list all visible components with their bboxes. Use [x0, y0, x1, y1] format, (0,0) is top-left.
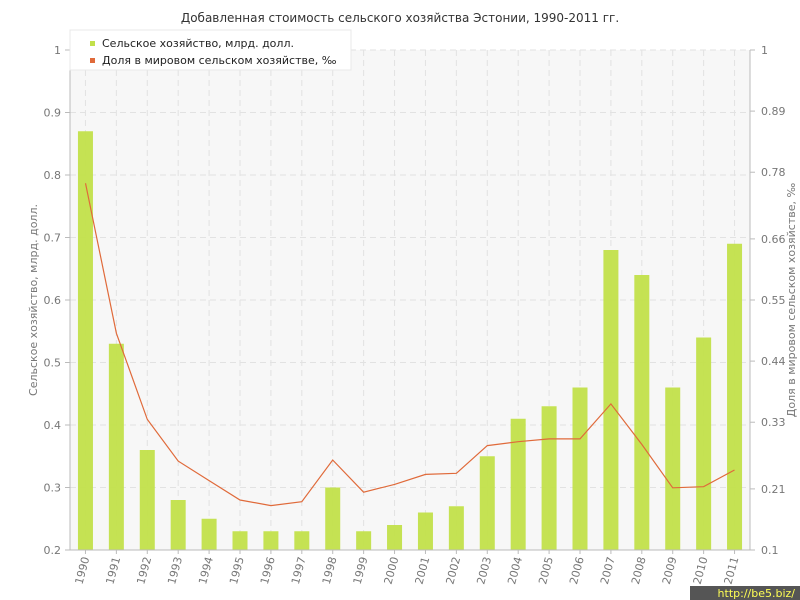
legend-swatch-bar: [90, 41, 95, 46]
y2-tick-label: 0.44: [761, 355, 786, 368]
bar: [387, 525, 403, 550]
bar: [417, 512, 433, 550]
bar: [77, 131, 93, 550]
x-tick-label: 1993: [165, 555, 185, 585]
x-tick-label: 2002: [443, 555, 463, 585]
bar: [294, 531, 310, 550]
y-tick-label: 1: [54, 44, 61, 57]
bar: [572, 387, 588, 550]
x-tick-label: 2011: [722, 555, 742, 585]
y-tick-label: 0.5: [44, 357, 62, 370]
x-tick-label: 2008: [629, 555, 649, 585]
y-tick-label: 0.4: [44, 419, 62, 432]
x-tick-label: 1991: [103, 555, 123, 585]
x-tick-label: 2009: [660, 555, 680, 585]
y-axis-label: Сельское хозяйство, млрд. долл.: [27, 204, 40, 396]
chart-title: Добавленная стоимость сельского хозяйств…: [181, 11, 619, 25]
x-tick-label: 2001: [413, 555, 433, 585]
x-tick-label: 1998: [320, 555, 340, 585]
x-tick-label: 1992: [134, 555, 154, 585]
y-tick-label: 0.9: [44, 107, 62, 120]
y2-tick-label: 0.78: [761, 166, 786, 179]
y2-tick-label: 0.89: [761, 105, 786, 118]
legend-swatch-line: [90, 58, 95, 63]
bar: [108, 343, 124, 550]
y2-tick-label: 1: [761, 44, 768, 57]
watermark[interactable]: http://be5.biz/: [718, 587, 796, 600]
line-series: [84, 183, 735, 507]
y2-tick-label: 0.1: [761, 544, 779, 557]
y2-tick-label: 0.33: [761, 416, 786, 429]
bar: [541, 406, 557, 550]
x-tick-label: 1996: [258, 555, 278, 585]
line-path: [84, 183, 735, 507]
y-tick-label: 0.2: [44, 544, 62, 557]
x-tick-label: 1995: [227, 555, 247, 585]
y2-axis-label: Доля в мировом сельском хозяйстве, ‰: [785, 183, 798, 418]
x-tick-label: 2010: [691, 555, 711, 585]
legend-label-line: Доля в мировом сельском хозяйстве, ‰: [102, 54, 337, 67]
grid: [70, 49, 750, 551]
x-tick-label: 1994: [196, 555, 216, 585]
legend: Сельское хозяйство, млрд. долл. Доля в м…: [69, 29, 352, 71]
x-tick-label: 2007: [598, 555, 618, 585]
bar: [727, 243, 743, 550]
y2-tick-label: 0.66: [761, 233, 786, 246]
bar: [510, 418, 526, 550]
x-tick-label: 1990: [73, 555, 93, 585]
bar: [170, 500, 186, 550]
x-tick-label: 2004: [505, 555, 525, 585]
bar: [232, 531, 248, 550]
x-tick-label: 1997: [289, 555, 309, 585]
y-tick-label: 0.8: [44, 169, 62, 182]
x-tick-label: 2005: [536, 555, 556, 585]
x-tick-label: 1999: [351, 555, 371, 585]
bar: [325, 487, 341, 550]
y-tick-label: 0.7: [44, 232, 62, 245]
bar: [201, 518, 217, 550]
y-tick-label: 0.6: [44, 294, 62, 307]
x-tick-label: 2003: [474, 555, 494, 585]
bar: [665, 387, 681, 550]
y2-tick-label: 0.55: [761, 294, 786, 307]
bar-series: [77, 131, 743, 550]
legend-box: [69, 29, 352, 71]
bar: [634, 275, 650, 550]
y2-tick-label: 0.21: [761, 483, 786, 496]
bar: [448, 506, 464, 550]
x-tick-label: 2006: [567, 555, 587, 585]
bar: [356, 531, 372, 550]
bar: [263, 531, 279, 550]
x-tick-label: 2000: [382, 555, 402, 585]
legend-label-bar: Сельское хозяйство, млрд. долл.: [102, 37, 294, 50]
watermark-background: [690, 586, 800, 600]
bar: [696, 337, 712, 550]
bar: [139, 450, 155, 550]
bar: [603, 250, 619, 550]
bar: [479, 456, 495, 550]
y-tick-label: 0.3: [44, 482, 62, 495]
